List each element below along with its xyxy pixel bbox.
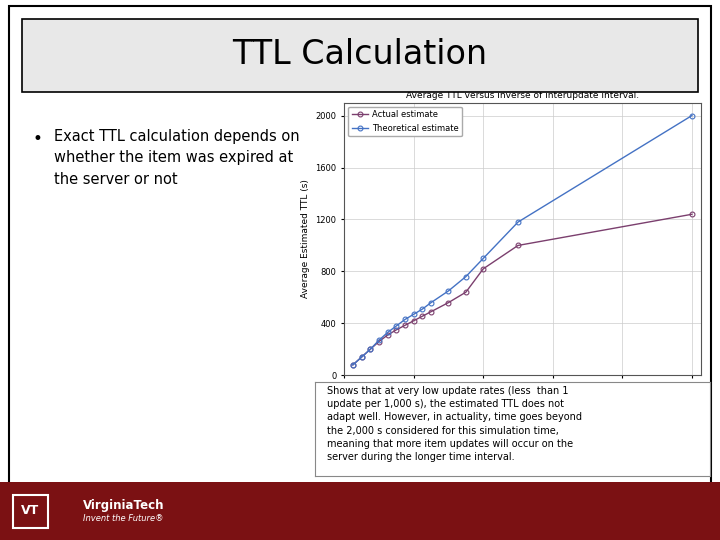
Theoretical estimate — [444, 288, 453, 294]
Text: VT: VT — [21, 504, 40, 517]
Theoretical estimate — [383, 329, 392, 336]
Line: Theoretical estimate: Theoretical estimate — [351, 113, 694, 367]
Text: VirginiaTech: VirginiaTech — [83, 500, 164, 512]
Text: •: • — [32, 130, 42, 147]
Text: TTL Calculation: TTL Calculation — [233, 38, 487, 71]
Theoretical estimate — [427, 299, 436, 306]
Actual estimate — [366, 346, 374, 353]
Actual estimate — [688, 211, 696, 218]
Theoretical estimate — [410, 311, 418, 318]
Actual estimate — [462, 289, 470, 295]
Theoretical estimate — [418, 306, 427, 312]
Theoretical estimate — [392, 323, 400, 329]
Theoretical estimate — [479, 255, 487, 262]
Theoretical estimate — [374, 337, 383, 343]
Legend: Actual estimate, Theoretical estimate: Actual estimate, Theoretical estimate — [348, 107, 462, 137]
Theoretical estimate — [401, 316, 410, 323]
Actual estimate — [348, 362, 357, 368]
Text: Exact TTL calculation depends on
whether the item was expired at
the server or n: Exact TTL calculation depends on whether… — [54, 129, 300, 187]
Text: Shows that at very low update rates (less  than 1
update per 1,000 s), the estim: Shows that at very low update rates (les… — [327, 386, 582, 462]
Theoretical estimate — [348, 362, 357, 368]
Title: Average TTL versus inverse of interupdate interval.: Average TTL versus inverse of interupdat… — [406, 91, 639, 100]
X-axis label: Inverse of update rate (s): Inverse of update rate (s) — [464, 397, 580, 407]
Theoretical estimate — [366, 346, 374, 353]
Text: Invent the Future®: Invent the Future® — [83, 514, 163, 523]
Actual estimate — [444, 299, 453, 306]
Actual estimate — [513, 242, 522, 249]
Actual estimate — [374, 338, 383, 345]
Theoretical estimate — [462, 273, 470, 280]
Y-axis label: Average Estimated TTL (s): Average Estimated TTL (s) — [301, 179, 310, 299]
Theoretical estimate — [688, 112, 696, 119]
Actual estimate — [427, 308, 436, 315]
Actual estimate — [383, 332, 392, 338]
Actual estimate — [392, 327, 400, 333]
Actual estimate — [357, 354, 366, 360]
Theoretical estimate — [357, 354, 366, 360]
Actual estimate — [401, 322, 410, 328]
Actual estimate — [479, 266, 487, 272]
Actual estimate — [410, 318, 418, 324]
Actual estimate — [418, 313, 427, 320]
Theoretical estimate — [513, 219, 522, 225]
Line: Actual estimate: Actual estimate — [351, 212, 694, 367]
